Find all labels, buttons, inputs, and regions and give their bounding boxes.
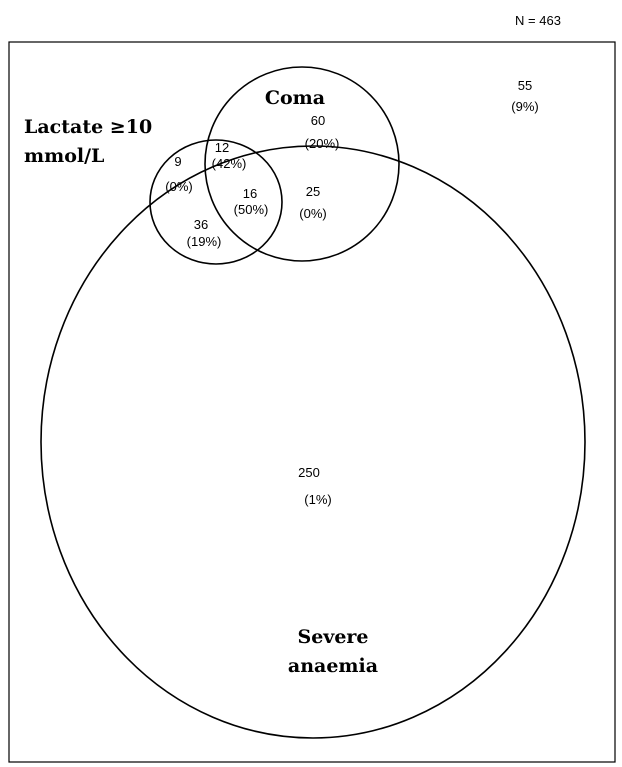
coma-only-count: 60: [311, 113, 325, 128]
coma-circle: [204, 66, 400, 262]
total-count-label: N = 463: [515, 13, 561, 28]
outside-count: 55: [518, 78, 532, 93]
anaemia-only-count: 250: [298, 465, 320, 480]
coma-anaemia-pct: (0%): [299, 206, 326, 221]
lactate-set-label: Lactate ≥10: [24, 116, 152, 138]
lactate-anaemia-count: 36: [194, 217, 208, 232]
anaemia-set-label-2: anaemia: [288, 655, 378, 677]
lactate-circle: [149, 139, 283, 265]
coma-only-pct: (20%): [305, 136, 340, 151]
coma-set-label: Coma: [265, 87, 325, 109]
coma-anaemia-count: 25: [306, 184, 320, 199]
lactate-set-label-unit: mmol/L: [24, 145, 104, 167]
outside-pct: (9%): [511, 99, 538, 114]
all-three-count: 16: [243, 186, 257, 201]
lactate-coma-pct: (42%): [212, 156, 247, 171]
lactate-anaemia-pct: (19%): [187, 234, 222, 249]
lactate-only-pct: (0%): [165, 179, 192, 194]
anaemia-set-label: Severe: [297, 626, 368, 648]
all-three-pct: (50%): [234, 202, 269, 217]
lactate-only-count: 9: [174, 154, 181, 169]
lactate-coma-count: 12: [215, 140, 229, 155]
anaemia-only-pct: (1%): [304, 492, 331, 507]
severe-anaemia-circle: [40, 145, 586, 739]
population-frame: [8, 41, 616, 763]
